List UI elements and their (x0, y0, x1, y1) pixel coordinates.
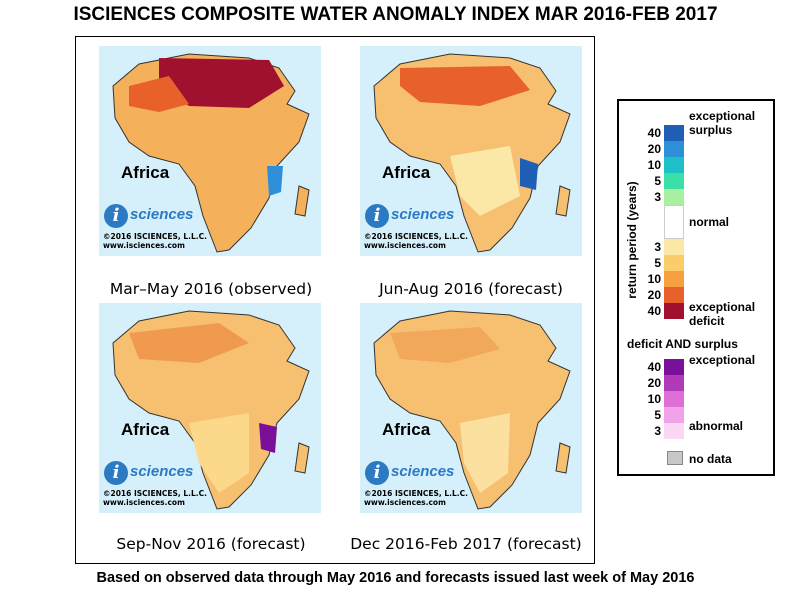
legend-no-data-swatch (667, 451, 683, 465)
africa-map (373, 53, 571, 253)
africa-map (112, 310, 310, 510)
legend-both-tick: 40 (647, 360, 661, 374)
legend-deficit-swatch (664, 255, 684, 271)
legend-both-swatch (664, 407, 684, 423)
legend-deficit-swatch (664, 239, 684, 255)
legend-deficit-tick: 20 (647, 288, 661, 302)
region-label: Africa (121, 420, 170, 439)
legend-deficit-tick: 10 (647, 272, 661, 286)
africa-map (112, 53, 310, 253)
legend-surplus-swatch (664, 157, 684, 173)
legend-deficit-swatch (664, 303, 684, 319)
copyright: ©2016 ISCIENCES, L.L.C. www.isciences.com (103, 489, 207, 507)
legend-deficit-and-surplus: deficit AND surplus (627, 337, 738, 351)
legend-both-swatch (664, 375, 684, 391)
legend-deficit-swatch (664, 271, 684, 287)
caption: Sep-Nov 2016 (forecast) (116, 535, 306, 553)
legend-surplus-tick: 5 (654, 174, 661, 188)
legend-no-data: no data (689, 452, 732, 466)
legend-axis-label: return period (years) (625, 181, 639, 299)
legend-normal-swatch (664, 205, 684, 239)
map-panel-mar-may: Africa i sciences ©2016 ISCIENCES, L.L.C… (99, 46, 321, 256)
maps-frame: Africa i sciences ©2016 ISCIENCES, L.L.C… (75, 36, 595, 564)
isciences-logo: i sciences (365, 202, 485, 230)
legend-surplus-swatch (664, 173, 684, 189)
legend-surplus-swatch (664, 141, 684, 157)
region-label: Africa (382, 163, 431, 182)
isciences-logo: i sciences (104, 202, 224, 230)
legend-both-swatch (664, 359, 684, 375)
region-label: Africa (382, 420, 431, 439)
legend-both-tick: 5 (654, 408, 661, 422)
legend: return period (years) exceptional surplu… (617, 99, 775, 476)
caption: Jun-Aug 2016 (forecast) (379, 280, 563, 298)
map-panel-dec-feb: Africa i sciences ©2016 ISCIENCES, L.L.C… (360, 303, 582, 513)
map-panel-sep-nov: Africa i sciences ©2016 ISCIENCES, L.L.C… (99, 303, 321, 513)
legend-both-tick: 3 (654, 424, 661, 438)
africa-map (373, 310, 571, 510)
isciences-logo: i sciences (365, 459, 485, 487)
legend-both-tick: 10 (647, 392, 661, 406)
legend-surplus-tick: 40 (647, 126, 661, 140)
legend-both-swatch (664, 423, 684, 439)
caption: Mar–May 2016 (observed) (109, 280, 313, 298)
legend-deficit-tick: 3 (654, 240, 661, 254)
legend-both-swatch (664, 391, 684, 407)
isciences-logo: i sciences (104, 459, 224, 487)
caption: Dec 2016-Feb 2017 (forecast) (350, 535, 582, 553)
legend-surplus-tick: 20 (647, 142, 661, 156)
copyright: ©2016 ISCIENCES, L.L.C. www.isciences.com (364, 232, 468, 250)
legend-exceptional-surplus: exceptional surplus (689, 109, 756, 137)
legend-deficit-tick: 5 (654, 256, 661, 270)
footer-note: Based on observed data through May 2016 … (96, 570, 695, 586)
region-label: Africa (121, 163, 170, 182)
legend-deficit-tick: 40 (647, 304, 661, 318)
legend-abnormal: abnormal (689, 419, 744, 433)
legend-both-tick: 20 (647, 376, 661, 390)
legend-exceptional: exceptional (689, 353, 756, 367)
legend-surplus-swatch (664, 125, 684, 141)
copyright: ©2016 ISCIENCES, L.L.C. www.isciences.com (103, 232, 207, 250)
legend-surplus-tick: 3 (654, 190, 661, 204)
map-panel-jun-aug: Africa i sciences ©2016 ISCIENCES, L.L.C… (360, 46, 582, 256)
legend-deficit-swatch (664, 287, 684, 303)
legend-normal: normal (689, 215, 730, 229)
legend-exceptional-deficit: exceptional deficit (689, 300, 756, 328)
legend-surplus-tick: 10 (647, 158, 661, 172)
copyright: ©2016 ISCIENCES, L.L.C. www.isciences.com (364, 489, 468, 507)
page-title: ISCIENCES COMPOSITE WATER ANOMALY INDEX … (73, 4, 718, 25)
legend-surplus-swatch (664, 189, 684, 205)
